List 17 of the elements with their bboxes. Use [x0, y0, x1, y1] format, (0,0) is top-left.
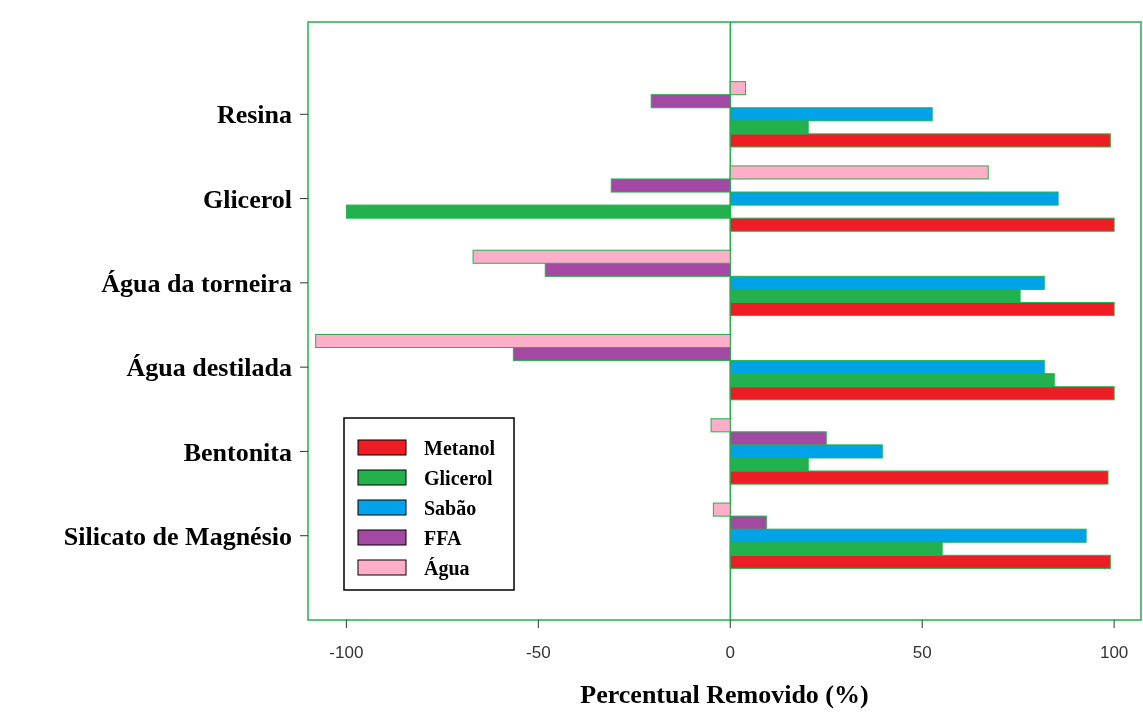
- y-tick-label: Água da torneira: [101, 268, 292, 298]
- x-tick-label: -100: [329, 643, 364, 662]
- x-axis-title: Percentual Removido (%): [580, 680, 869, 709]
- x-tick-label: 100: [1099, 643, 1129, 662]
- y-tick-label: Silicato de Magnésio: [63, 521, 292, 551]
- legend-label: Sabão: [424, 497, 477, 519]
- y-tick-label: Glicerol: [202, 184, 292, 214]
- legend-label: Glicerol: [424, 467, 493, 489]
- legend-label: Água: [424, 557, 470, 580]
- x-tick-label: 50: [912, 643, 932, 662]
- y-tick-label: Água destilada: [126, 353, 292, 383]
- y-tick-label: Bentonita: [183, 437, 292, 467]
- legend-label: FFA: [424, 527, 462, 549]
- y-tick-label: Resina: [216, 100, 292, 130]
- x-tick-label: 0: [725, 643, 735, 662]
- x-tick-label: -50: [526, 643, 551, 662]
- legend-label: Metanol: [424, 437, 496, 459]
